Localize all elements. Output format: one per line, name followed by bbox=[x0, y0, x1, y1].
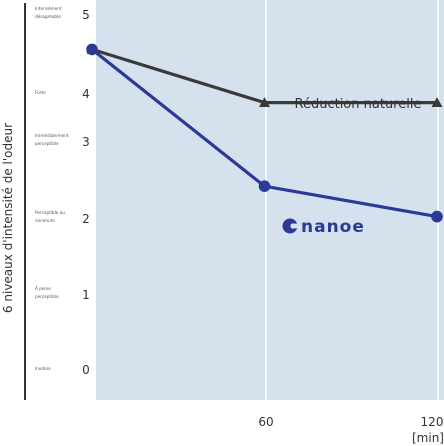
x-unit-label: [min] bbox=[412, 431, 444, 445]
y-tick-4: 4 bbox=[82, 87, 90, 101]
y-level-desc: désagréable bbox=[35, 14, 61, 19]
y-level-desc: Inodore bbox=[35, 366, 51, 371]
series-point-0-2 bbox=[431, 97, 443, 107]
series-point-0-1 bbox=[259, 97, 270, 107]
x-tick-60: 60 bbox=[258, 415, 273, 429]
y-level-desc: perceptible bbox=[35, 141, 59, 146]
nanoe-logo: nanoe bbox=[282, 217, 365, 237]
y-levels: 5 Intensément désagréable 4 Forte 3 Immédiatem… bbox=[35, 6, 90, 377]
series-point-1-2 bbox=[431, 210, 443, 223]
y-level-desc: perceptible bbox=[35, 294, 59, 299]
nanoe-logo-text: nanoe bbox=[301, 217, 365, 237]
series-label-natural: Réduction naturelle bbox=[295, 97, 422, 112]
series-point-1-0 bbox=[86, 43, 98, 56]
y-level-desc: minimum bbox=[35, 218, 55, 223]
y-level-desc: Perceptible au bbox=[35, 210, 65, 215]
nanoe-logo-icon bbox=[282, 218, 298, 234]
y-level-desc: À peine bbox=[35, 286, 51, 291]
y-level-desc: Intensément bbox=[35, 6, 62, 11]
y-tick-3: 3 bbox=[82, 135, 90, 149]
y-level-desc: Immédiatement bbox=[35, 133, 69, 138]
y-tick-1: 1 bbox=[82, 288, 90, 302]
y-tick-0: 0 bbox=[82, 363, 90, 377]
plot-background bbox=[96, 0, 444, 400]
y-axis-label: 6 niveaux d'intensité de l'odeur bbox=[1, 123, 15, 313]
x-tick-120: 120 bbox=[421, 415, 444, 429]
series-point-1-1 bbox=[258, 180, 271, 192]
y-level-desc: Forte bbox=[35, 90, 46, 95]
y-tick-5: 5 bbox=[82, 8, 90, 22]
series-layer bbox=[86, 43, 443, 223]
y-tick-2: 2 bbox=[82, 212, 90, 226]
